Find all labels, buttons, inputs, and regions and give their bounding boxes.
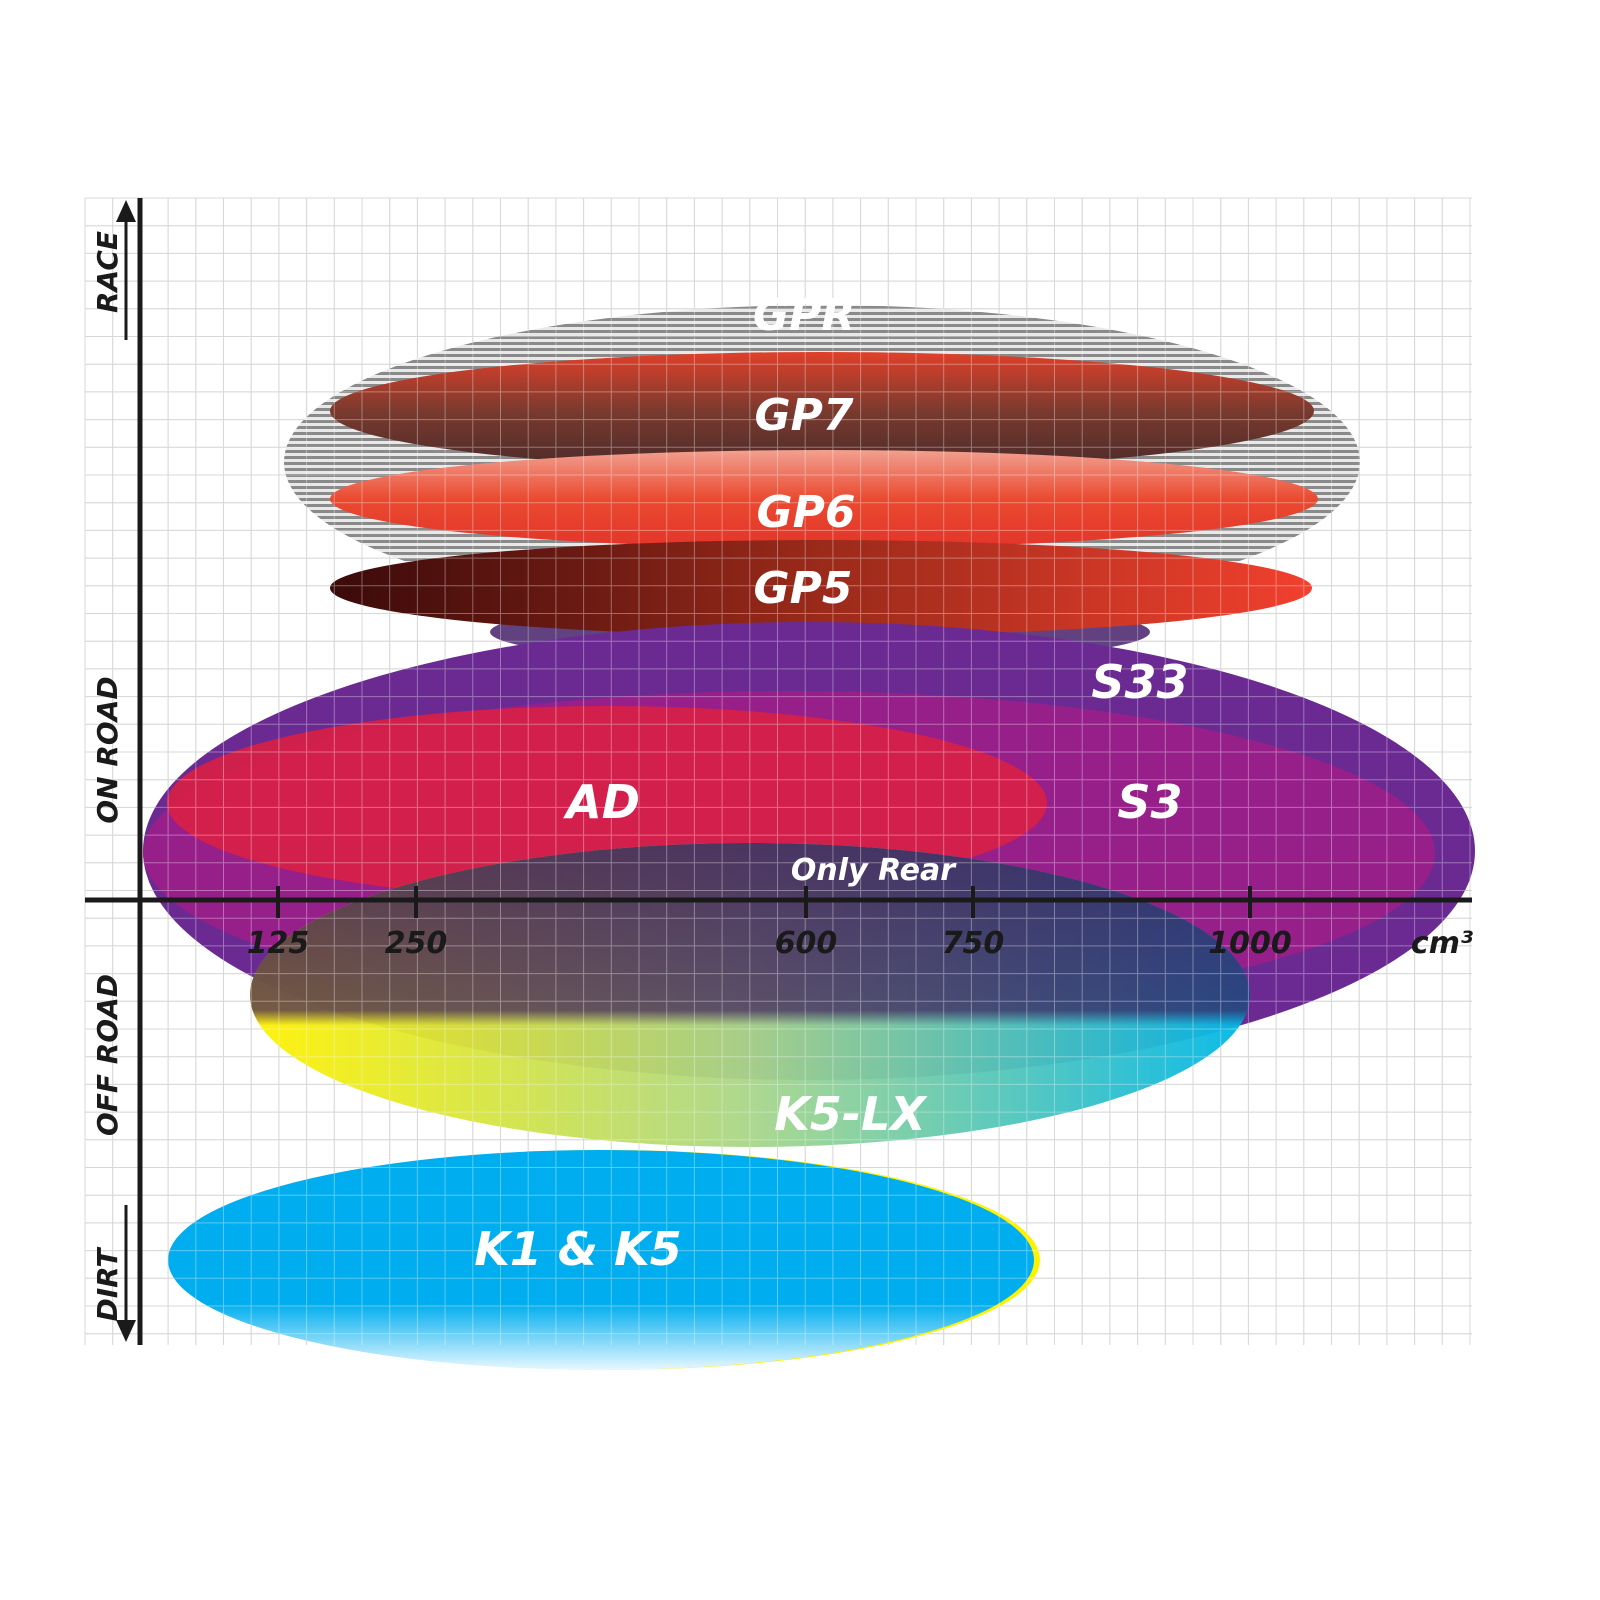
x-tick-label: 250 bbox=[385, 926, 448, 961]
label-gp6: GP6 bbox=[757, 487, 856, 538]
label-ad: AD bbox=[563, 775, 640, 829]
k5-lx-overlap bbox=[250, 843, 1250, 1147]
y-label-off-road: OFF ROAD bbox=[91, 974, 124, 1136]
annotation-only-rear: Only Rear bbox=[791, 853, 957, 888]
label-gpr: GPR bbox=[753, 290, 855, 341]
x-tick-label: 1000 bbox=[1208, 926, 1292, 961]
ellipse-gp6 bbox=[330, 450, 1318, 548]
x-tick-label: 600 bbox=[775, 926, 838, 961]
ellipse-gp5 bbox=[330, 540, 1312, 636]
label-k5-lx: K5-LX bbox=[774, 1087, 928, 1141]
dirt-arrow-icon bbox=[116, 1320, 136, 1342]
y-label-race: RACE bbox=[91, 231, 124, 313]
ellipse-gp7 bbox=[330, 352, 1314, 470]
grid-overlay bbox=[84, 197, 1472, 1345]
label-gp7: GP7 bbox=[755, 390, 854, 441]
axes: 125 250 600 750 1000 cm³ RACE ON ROAD OFF ROAD DI… bbox=[85, 198, 1473, 1345]
label-s33: S33 bbox=[1091, 655, 1188, 709]
y-label-dirt: DIRT bbox=[91, 1247, 124, 1322]
x-tick-label: 125 bbox=[247, 926, 310, 961]
ellipse-k1-k5 bbox=[168, 1150, 1034, 1370]
label-s3: S3 bbox=[1117, 775, 1182, 829]
x-axis-unit: cm³ bbox=[1411, 926, 1473, 961]
race-arrow-icon bbox=[116, 200, 136, 222]
y-label-on-road: ON ROAD bbox=[91, 676, 124, 823]
x-tick-label: 750 bbox=[942, 926, 1005, 961]
label-k1-k5: K1 & K5 bbox=[474, 1222, 681, 1276]
label-gp5: GP5 bbox=[754, 563, 853, 614]
